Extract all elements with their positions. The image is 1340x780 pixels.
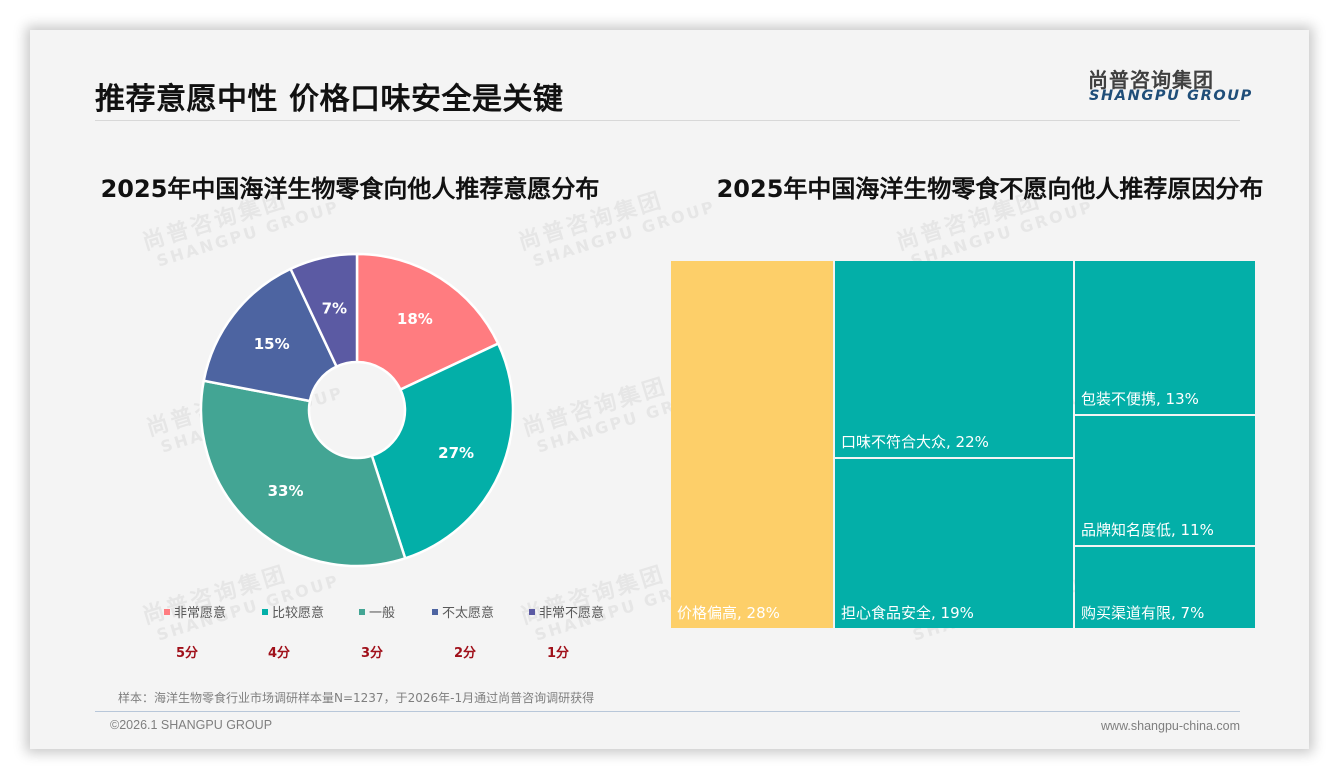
treemap-label: 担心食品安全, 19% (841, 604, 974, 622)
legend-item: 不太愿意 (432, 602, 494, 621)
slice-value-label: 18% (397, 310, 433, 328)
treemap-label: 购买渠道有限, 7% (1081, 604, 1205, 622)
donut-slice (355, 252, 500, 392)
chart-legend: 非常愿意 比较愿意 一般 不太愿意 非常不愿意 (30, 602, 670, 622)
donut-slice (288, 252, 359, 369)
website-link[interactable]: www.shangpu-china.com (1101, 719, 1240, 733)
donut-slice (202, 267, 339, 403)
legend-swatch-icon (432, 608, 438, 615)
donut-chart: 18% 27% 33% 15% 7% (199, 252, 515, 568)
donut-slice (199, 379, 407, 568)
company-logo-en: SHANGPU GROUP (1089, 88, 1253, 104)
treemap-cell-taste: 口味不符合大众, 22% (835, 261, 1073, 457)
score-label: 1分 (547, 646, 570, 661)
treemap-cell-packaging: 包装不便携, 13% (1075, 261, 1255, 414)
treemap-chart: 价格偏高, 28% 口味不符合大众, 22% 担心食品安全, 19% 包装不便携… (671, 261, 1255, 628)
footer-divider (95, 711, 1240, 712)
legend-swatch-icon (359, 608, 365, 615)
legend-swatch-icon (262, 608, 268, 615)
treemap-label: 口味不符合大众, 22% (841, 433, 989, 451)
slice-value-label: 27% (438, 444, 474, 462)
slice-value-label: 33% (268, 482, 304, 500)
treemap-cell-channel: 购买渠道有限, 7% (1075, 547, 1255, 628)
score-label: 4分 (268, 646, 291, 661)
left-chart-title: 2025年中国海洋生物零食向他人推荐意愿分布 (100, 175, 600, 203)
copyright: ©2026.1 SHANGPU GROUP (110, 718, 273, 732)
legend-item: 比较愿意 (262, 602, 324, 621)
treemap-label: 包装不便携, 13% (1081, 390, 1199, 408)
sample-note: 样本：海洋生物零食行业市场调研样本量N=1237，于2026年-1月通过尚普咨询… (118, 691, 595, 705)
slice-value-label: 7% (322, 300, 347, 318)
page-title: 推荐意愿中性 价格口味安全是关键 (95, 82, 564, 117)
treemap-cell-brand: 品牌知名度低, 11% (1075, 416, 1255, 545)
score-label: 3分 (361, 646, 384, 661)
treemap-label: 品牌知名度低, 11% (1081, 521, 1214, 539)
treemap-cell-safety: 担心食品安全, 19% (835, 459, 1073, 628)
legend-item: 非常愿意 (164, 602, 226, 621)
title-divider (95, 120, 1240, 121)
slide: 尚普咨询集团 SHANGPU GROUP 尚普咨询集团 SHANGPU GROU… (30, 30, 1309, 749)
slice-value-label: 15% (254, 335, 290, 353)
treemap-label: 价格偏高, 28% (677, 604, 780, 622)
donut-slice (370, 341, 515, 560)
score-label: 2分 (454, 646, 477, 661)
company-logo-cn: 尚普咨询集团 (1088, 68, 1214, 92)
score-label: 5分 (176, 646, 199, 661)
treemap-cell-price: 价格偏高, 28% (671, 261, 833, 628)
legend-item: 非常不愿意 (529, 602, 604, 621)
legend-item: 一般 (359, 602, 395, 621)
legend-swatch-icon (164, 608, 170, 615)
right-chart-title: 2025年中国海洋生物零食不愿向他人推荐原因分布 (716, 175, 1264, 203)
legend-swatch-icon (529, 608, 535, 615)
